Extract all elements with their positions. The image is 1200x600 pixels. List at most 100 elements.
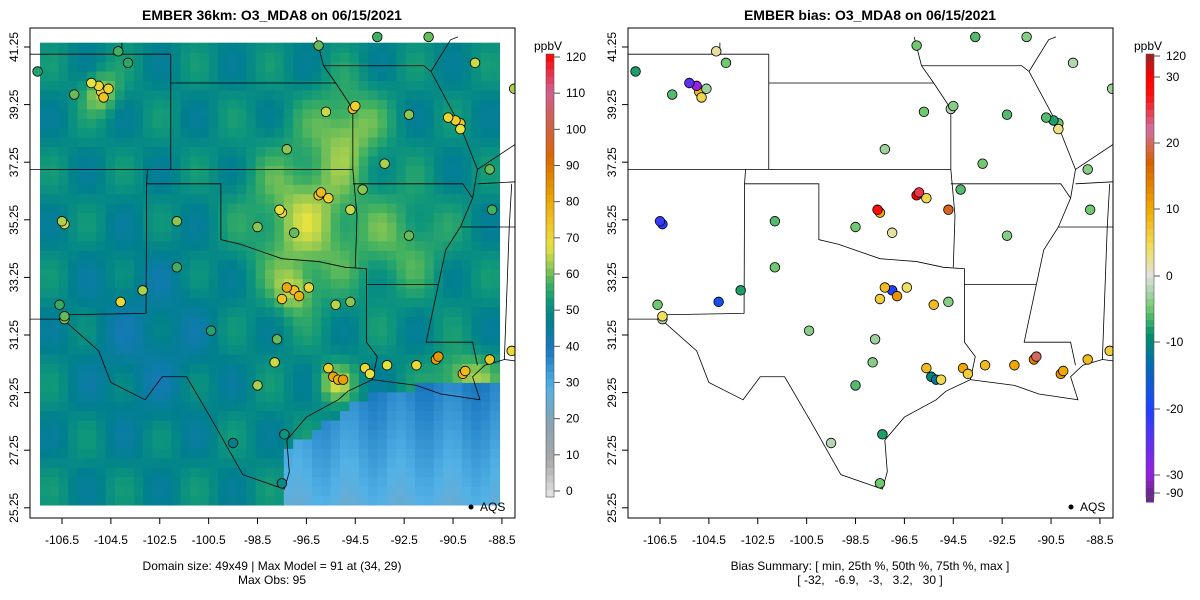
- grid-cell: [480, 184, 491, 195]
- colorbar-swatch: [546, 290, 554, 299]
- colorbar-swatch: [1146, 439, 1154, 447]
- grid-cell: [86, 495, 97, 506]
- aqs-station-marker: [137, 285, 148, 296]
- grid-cell: [40, 287, 50, 298]
- grid-cell: [199, 382, 210, 393]
- grid-cell: [340, 52, 351, 63]
- grid-cell: [424, 335, 435, 346]
- colorbar-swatch: [1146, 89, 1154, 97]
- grid-cell: [77, 184, 88, 195]
- grid-cell: [58, 363, 69, 374]
- grid-cell: [433, 363, 444, 374]
- grid-cell: [143, 420, 154, 431]
- grid-cell: [199, 344, 210, 355]
- grid-cell: [255, 193, 266, 204]
- grid-cell: [124, 184, 135, 195]
- grid-cell: [190, 42, 201, 53]
- grid-cell: [236, 118, 247, 129]
- grid-cell: [58, 269, 69, 280]
- grid-cell: [161, 165, 172, 176]
- grid-cell: [49, 137, 60, 148]
- grid-cell: [330, 495, 341, 506]
- grid-cell: [40, 438, 50, 449]
- colorbar-swatch: [546, 371, 554, 380]
- colorbar-swatch: [1146, 257, 1154, 265]
- grid-cell: [96, 184, 107, 195]
- grid-cell: [340, 306, 351, 317]
- colorbar-swatch: [1146, 103, 1154, 111]
- grid-cell: [424, 240, 435, 251]
- grid-cell: [461, 89, 472, 100]
- grid-cell: [236, 80, 247, 91]
- grid-cell: [424, 410, 435, 421]
- grid-cell: [180, 287, 191, 298]
- grid-cell: [58, 165, 69, 176]
- grid-cell: [199, 363, 210, 374]
- grid-cell: [255, 184, 266, 195]
- grid-cell: [246, 306, 257, 317]
- grid-cell: [208, 193, 219, 204]
- grid-cell: [124, 231, 135, 242]
- grid-cell: [424, 174, 435, 185]
- grid-cell: [452, 476, 463, 487]
- grid-cell: [218, 193, 229, 204]
- colorbar-swatch: [546, 415, 554, 424]
- grid-cell: [377, 476, 388, 487]
- grid-cell: [340, 495, 351, 506]
- grid-cell: [377, 52, 388, 63]
- aqs-station-marker: [381, 360, 393, 371]
- grid-cell: [490, 165, 501, 176]
- grid-cell: [480, 155, 491, 166]
- grid-cell: [265, 259, 276, 270]
- grid-cell: [246, 250, 257, 261]
- grid-cell: [227, 231, 238, 242]
- grid-cell: [124, 476, 135, 487]
- grid-cell: [377, 335, 388, 346]
- grid-cell: [77, 127, 88, 138]
- grid-cell: [349, 269, 360, 280]
- grid-cell: [255, 344, 266, 355]
- aqs-station-marker: [252, 380, 263, 391]
- grid-cell: [143, 457, 154, 468]
- grid-cell: [283, 174, 294, 185]
- grid-cell: [302, 221, 313, 232]
- grid-cell: [190, 174, 201, 185]
- grid-cell: [152, 250, 163, 261]
- state-boundary: [1023, 284, 1076, 366]
- grid-cell: [255, 335, 266, 346]
- grid-cell: [452, 108, 463, 119]
- grid-cell: [415, 476, 426, 487]
- grid-cell: [274, 52, 285, 63]
- grid-cell: [283, 221, 294, 232]
- grid-cell: [433, 259, 444, 270]
- grid-cell: [208, 306, 219, 317]
- grid-cell: [368, 52, 379, 63]
- grid-cell: [40, 401, 50, 412]
- state-boundary: [768, 54, 934, 84]
- grid-cell: [377, 278, 388, 289]
- grid-cell: [133, 193, 144, 204]
- lon-tick-label: -88.5: [1086, 533, 1114, 547]
- grid-cell: [386, 193, 397, 204]
- grid-cell: [49, 335, 60, 346]
- grid-cell: [443, 391, 454, 402]
- grid-cell: [452, 401, 463, 412]
- grid-cell: [227, 306, 238, 317]
- colorbar-swatch: [546, 423, 554, 432]
- colorbar-swatch: [1146, 159, 1154, 167]
- grid-cell: [190, 231, 201, 242]
- grid-cell: [227, 165, 238, 176]
- grid-cell: [377, 353, 388, 365]
- grid-cell: [424, 420, 435, 431]
- grid-cell: [471, 212, 482, 223]
- grid-cell: [218, 476, 229, 487]
- grid-cell: [49, 269, 60, 280]
- grid-cell: [396, 259, 407, 270]
- grid-cell: [68, 363, 79, 374]
- colorbar-swatch: [546, 216, 554, 225]
- grid-cell: [86, 410, 97, 421]
- grid-cell: [199, 495, 210, 506]
- grid-cell: [265, 382, 276, 393]
- grid-cell: [461, 382, 472, 393]
